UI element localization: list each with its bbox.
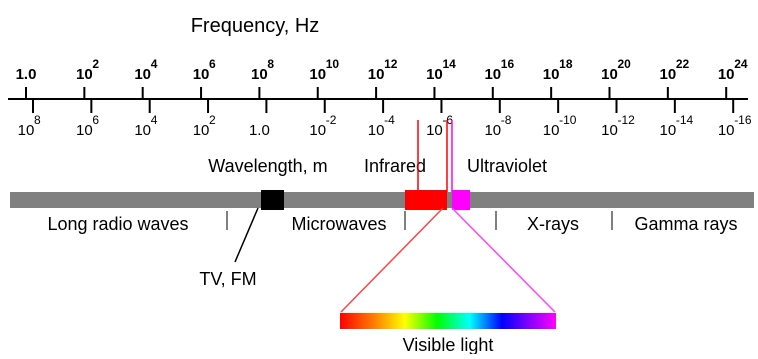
- ultraviolet-label: Ultraviolet: [467, 156, 547, 176]
- wave-tick-exponent: -4: [384, 113, 395, 127]
- spectrum-bar: [10, 192, 754, 208]
- wave-tick-base: 10: [309, 122, 326, 139]
- freq-tick-exponent: 14: [442, 57, 456, 71]
- freq-tick-base: 1.0: [16, 66, 37, 83]
- wave-tick-exponent: -6: [442, 113, 453, 127]
- wave-tick-base: 10: [18, 122, 35, 139]
- freq-tick-exponent: 8: [267, 57, 274, 71]
- freq-tick-exponent: 22: [676, 57, 690, 71]
- freq-tick-base: 10: [426, 66, 443, 83]
- microwaves-label: Microwaves: [291, 214, 386, 234]
- wave-tick-exponent: -8: [501, 113, 512, 127]
- freq-tick-exponent: 20: [618, 57, 632, 71]
- wavelength-label: Wavelength, m: [208, 156, 327, 176]
- wave-tick-exponent: 4: [151, 113, 158, 127]
- freq-tick-exponent: 4: [151, 57, 158, 71]
- freq-tick-exponent: 16: [501, 57, 515, 71]
- freq-tick-base: 10: [76, 66, 93, 83]
- xrays-label: X-rays: [527, 214, 579, 234]
- wave-tick-base: 10: [76, 122, 93, 139]
- freq-tick-exponent: 18: [559, 57, 573, 71]
- freq-tick-base: 10: [368, 66, 385, 83]
- wave-tick-base: 1.0: [249, 122, 270, 139]
- wave-tick-exponent: -12: [618, 113, 636, 127]
- infrared-segment: [405, 190, 447, 210]
- gamma-label: Gamma rays: [634, 214, 737, 234]
- visible-zoom-left: [340, 207, 444, 313]
- freq-tick-base: 10: [134, 66, 151, 83]
- wave-tick-exponent: 8: [34, 113, 41, 127]
- tv-fm-pointer: [234, 207, 259, 263]
- freq-tick-exponent: 10: [326, 57, 340, 71]
- axis-tick-marks: [25, 87, 735, 113]
- freq-tick-base: 10: [660, 66, 677, 83]
- frequency-title: Frequency, Hz: [191, 15, 320, 37]
- wave-tick-base: 10: [543, 122, 560, 139]
- wave-tick-exponent: -16: [734, 113, 752, 127]
- tv-fm-segment: [261, 190, 284, 210]
- wave-tick-exponent: -14: [676, 113, 694, 127]
- tv-fm-label: TV, FM: [199, 269, 256, 289]
- wave-tick-base: 10: [193, 122, 210, 139]
- wave-tick-base: 10: [601, 122, 618, 139]
- freq-tick-exponent: 6: [209, 57, 216, 71]
- visible-light-label: Visible light: [403, 335, 494, 354]
- long-radio-label: Long radio waves: [47, 214, 188, 234]
- wave-tick-base: 10: [718, 122, 735, 139]
- wave-tick-base: 10: [426, 122, 443, 139]
- wave-tick-base: 10: [134, 122, 151, 139]
- freq-tick-exponent: 12: [384, 57, 398, 71]
- ultraviolet-segment: [452, 190, 470, 210]
- freq-tick-base: 10: [601, 66, 618, 83]
- visible-zoom-right: [451, 207, 556, 313]
- freq-tick-exponent: 24: [734, 57, 748, 71]
- wave-tick-base: 10: [484, 122, 501, 139]
- wave-tick-exponent: -10: [559, 113, 577, 127]
- frequency-tick-labels: 1.0 1021041061081010101210141016101810201…: [16, 57, 748, 83]
- wave-tick-exponent: 2: [209, 113, 216, 127]
- wave-tick-base: 10: [660, 122, 677, 139]
- freq-tick-exponent: 2: [92, 57, 99, 71]
- freq-tick-base: 10: [543, 66, 560, 83]
- wave-tick-base: 10: [368, 122, 385, 139]
- freq-tick-base: 10: [484, 66, 501, 83]
- freq-tick-base: 10: [718, 66, 735, 83]
- visible-light-bar: [340, 313, 556, 329]
- wave-tick-exponent: -2: [326, 113, 337, 127]
- wave-tick-exponent: 6: [92, 113, 99, 127]
- infrared-label: Infrared: [364, 156, 426, 176]
- freq-tick-base: 10: [251, 66, 268, 83]
- freq-tick-base: 10: [193, 66, 210, 83]
- freq-tick-base: 10: [309, 66, 326, 83]
